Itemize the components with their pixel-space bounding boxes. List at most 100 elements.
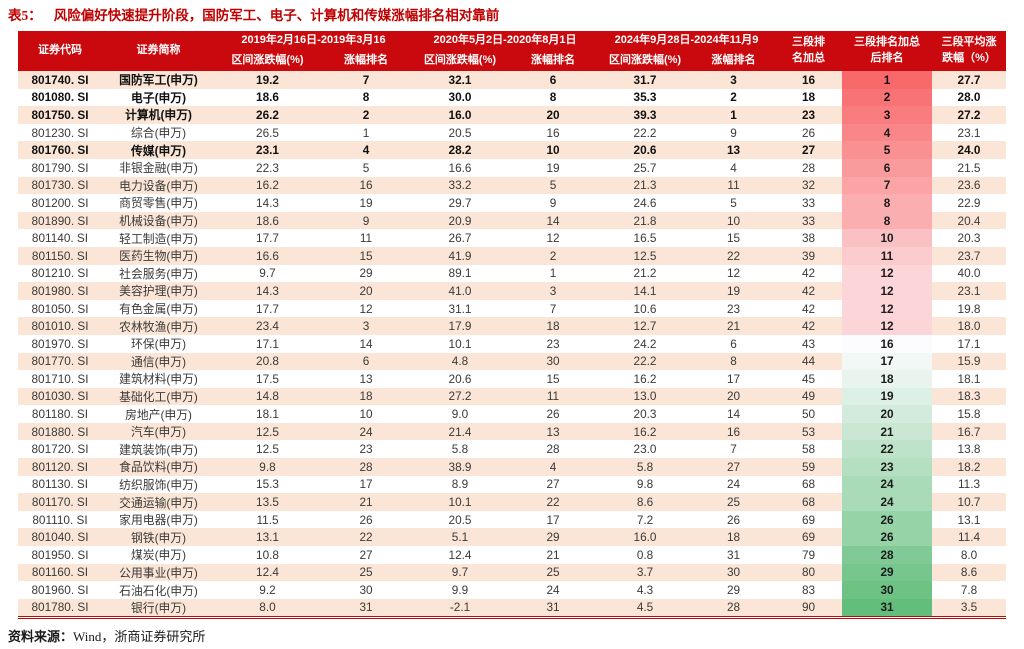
cell-rank-sum: 18 (801, 90, 816, 105)
cell-p1-rank: 10 (359, 407, 373, 422)
cell-p2-change: 32.1 (412, 71, 508, 89)
cell-p3-change: 21.2 (633, 266, 657, 281)
cell-p1-change: 16.6 (215, 246, 320, 265)
table-row: 801150. SI 医药生物(申万) 16.6 15 41.9 2 12.5 22 39 11 2… (18, 246, 1007, 265)
cell-p2-change: 10.1 (448, 336, 472, 351)
cell-final-rank: 8 (842, 211, 933, 230)
cell-p2-change: 89.1 (448, 266, 472, 281)
cell-p1-change: 17.7 (256, 301, 279, 316)
col-subheader-p3-change: 区间涨跌幅(%) (598, 51, 693, 71)
cell-p1-rank: 7 (320, 71, 412, 89)
cell-p1-rank: 6 (320, 352, 412, 371)
cell-p3-change: 25.7 (633, 160, 657, 175)
cell-p2-change: 20.5 (448, 125, 472, 140)
cell-avg-change: 8.0 (960, 547, 978, 562)
cell-code: 801120. SI (18, 458, 102, 476)
table-header: 证券代码 证券简称 2019年2月16日-2019年3月16 2020年5月2日… (18, 31, 1007, 71)
cell-p3-change: 16.2 (633, 371, 657, 386)
cell-p3-change: 23.0 (633, 442, 657, 457)
table-title-text: 风险偏好快速提升阶段，国防军工、电子、计算机和传媒涨幅排名相对靠前 (53, 8, 500, 23)
cell-p1-change: 26.2 (215, 106, 320, 124)
cell-p2-change: 16.0 (412, 106, 508, 124)
cell-p1-change: 11.5 (256, 512, 279, 527)
cell-code: 801030. SI (18, 387, 102, 406)
cell-name: 轻工制造(申万) (119, 231, 198, 246)
cell-name: 交通运输(申万) (102, 493, 215, 511)
cell-name: 公用事业(申万) (102, 563, 215, 582)
cell-code: 801110. SI (32, 512, 88, 527)
cell-p1-rank: 26 (359, 512, 373, 527)
cell-name: 有色金属(申万) (119, 302, 198, 317)
cell-rank-sum: 79 (801, 547, 816, 562)
cell-rank-sum: 42 (775, 282, 843, 300)
cell-final-rank: 17 (842, 352, 933, 371)
cell-p3-change: 4.3 (636, 583, 654, 598)
cell-rank-sum: 42 (801, 301, 816, 316)
cell-p3-rank: 18 (692, 528, 776, 547)
table-row: 801030. SI 基础化工(申万) 14.8 18 27.2 11 13.0 20 49 19… (18, 387, 1007, 406)
cell-rank-sum: 16 (775, 71, 843, 89)
cell-name: 钢铁(申万) (102, 528, 215, 547)
header-row-subs: 区间涨跌幅(%) 涨幅排名 区间涨跌幅(%) 涨幅排名 区间涨跌幅(%) 涨幅排… (18, 51, 1006, 71)
cell-rank-sum: 59 (775, 458, 843, 476)
cell-p1-change: 12.4 (215, 563, 320, 582)
cell-final-rank: 23 (842, 458, 933, 476)
cell-p2-rank: 2 (508, 246, 599, 265)
cell-p2-change: 12.4 (448, 547, 472, 562)
cell-code: 801010. SI (18, 317, 102, 335)
cell-p2-rank: 24 (546, 583, 560, 598)
cell-p1-rank: 16 (320, 176, 412, 195)
cell-p2-change: 26.7 (448, 231, 472, 246)
cell-p3-rank: 11 (692, 176, 776, 195)
cell-code: 801770. SI (18, 352, 102, 371)
cell-p3-change: 21.3 (598, 176, 693, 195)
cell-final-rank: 12 (842, 317, 933, 335)
table-row: 801760. SI 传媒(申万) 23.1 4 28.2 10 20.6 13 27 5 24.0 (18, 141, 1007, 159)
cell-p2-rank: 12 (546, 231, 560, 246)
cell-final-rank: 21 (842, 422, 933, 441)
cell-avg-change: 15.9 (932, 352, 1007, 371)
cell-code: 801790. SI (31, 160, 89, 175)
cell-rank-sum: 44 (775, 352, 843, 371)
cell-avg-change: 15.8 (957, 407, 981, 422)
cell-final-rank: 11 (842, 246, 933, 265)
cell-p1-rank: 5 (362, 160, 370, 175)
source-note: 资料来源：Wind，浙商证券研究所 (8, 626, 205, 645)
cell-p3-change: 20.6 (598, 141, 693, 159)
cell-name: 石油石化(申万) (119, 583, 198, 598)
cell-p1-change: 23.1 (215, 141, 320, 159)
cell-p3-change: 35.3 (633, 90, 657, 105)
cell-p2-rank: 8 (549, 90, 557, 105)
cell-p3-rank: 5 (730, 195, 737, 210)
cell-code: 801890. SI (18, 211, 102, 230)
cell-p1-rank: 3 (320, 317, 412, 335)
cell-code: 801750. SI (18, 106, 102, 124)
col-header-code: 证券代码 (18, 31, 102, 71)
cell-avg-change: 27.7 (932, 71, 1007, 89)
cell-p3-rank: 21 (692, 317, 776, 335)
table-row: 801880. SI 汽车(申万) 12.5 24 21.4 13 16.2 16 53 21 16… (18, 422, 1007, 441)
cell-avg-change: 23.1 (957, 125, 981, 140)
cell-rank-sum: 26 (801, 125, 816, 140)
cell-p2-rank: 15 (546, 371, 560, 386)
cell-final-rank: 7 (842, 176, 933, 195)
cell-p3-change: 0.8 (636, 547, 654, 562)
cell-avg-change: 23.6 (932, 176, 1007, 195)
table-row: 801890. SI 机械设备(申万) 18.6 9 20.9 14 21.8 10 33 8 20… (18, 211, 1007, 230)
cell-p2-rank: 1 (549, 266, 557, 281)
cell-rank-sum: 49 (775, 387, 843, 406)
cell-name: 家用电器(申万) (119, 513, 198, 528)
cell-p1-rank: 2 (320, 106, 412, 124)
cell-code: 801180. SI (31, 407, 89, 422)
cell-code: 801980. SI (18, 282, 102, 300)
cell-name: 国防军工(申万) (102, 71, 215, 89)
cell-p1-rank: 8 (362, 90, 370, 105)
table-row: 801170. SI 交通运输(申万) 13.5 21 10.1 22 8.6 25 68 24 1… (18, 493, 1007, 511)
cell-p2-rank: 29 (508, 528, 599, 547)
cell-p3-rank: 15 (726, 231, 741, 246)
cell-avg-change: 13.1 (957, 512, 981, 527)
cell-p1-rank: 25 (320, 563, 412, 582)
cell-avg-change: 40.0 (957, 266, 981, 281)
cell-avg-change: 18.2 (932, 458, 1007, 476)
cell-name: 机械设备(申万) (102, 211, 215, 230)
